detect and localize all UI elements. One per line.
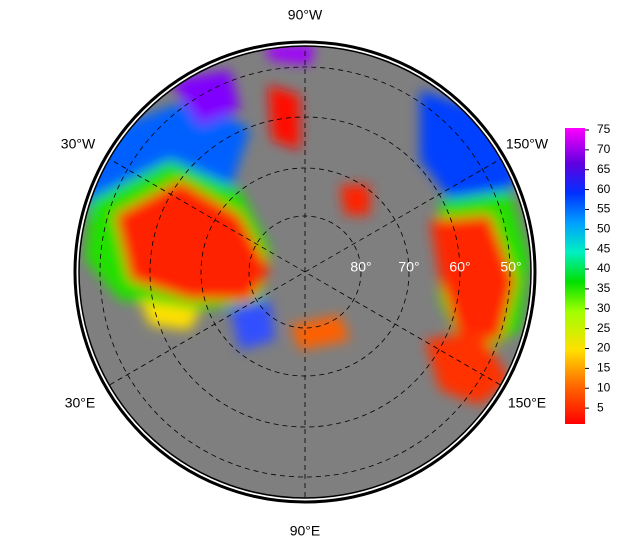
map-disk [79,46,531,498]
colorbar-tick-label: 35 [597,281,611,295]
lon-label: 90°W [288,7,323,23]
colorbar [565,128,585,424]
colorbar-tick-label: 65 [597,162,611,176]
colorbar-tick-label: 20 [597,341,611,355]
colorbar-tick-label: 55 [597,202,611,216]
colorbar-tick-label: 70 [597,142,611,156]
graticule [99,46,511,498]
lat-label: 60° [449,259,470,275]
colorbar-tick-label: 45 [597,241,611,255]
lon-label: 30°W [61,136,96,152]
lon-label: 90°E [290,523,321,539]
colorbar-tick-label: 25 [597,321,611,335]
colorbar-ticks: 5 10 15 20 25 30 35 40 45 50 55 60 65 70 75 [585,122,611,414]
lon-label: 150°E [508,395,546,411]
lon-label: 30°E [65,395,96,411]
colorbar-tick-label: 5 [597,400,604,414]
map-outer-ring [73,40,537,504]
colorbar-tick-label: 30 [597,301,611,315]
colorbar-tick-label: 60 [597,182,611,196]
lon-label: 150°W [506,136,549,152]
lat-label: 50° [500,259,521,275]
lat-label: 70° [398,259,419,275]
map-border [78,45,532,499]
colorbar-tick-label: 10 [597,380,611,394]
colorbar-tick-label: 15 [597,361,611,375]
colorbar-tick-label: 50 [597,221,611,235]
lat-label: 80° [350,259,371,275]
colorbar-tick-label: 75 [597,122,611,136]
colorbar-tick-label: 40 [597,261,611,275]
data-field [80,46,530,405]
